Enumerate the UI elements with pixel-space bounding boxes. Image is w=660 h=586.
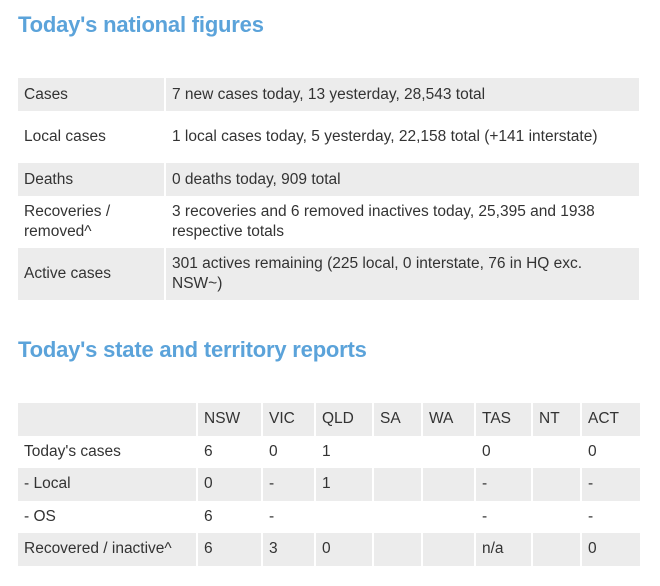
row-value: 1 local cases today, 5 yesterday, 22,158… — [165, 111, 641, 163]
cell — [532, 435, 582, 468]
cell — [532, 468, 582, 501]
table-row: Recovered / inactive^ 6 3 0 n/a 0 — [18, 533, 642, 566]
table-row: - Local 0-1- - — [18, 468, 642, 501]
row-label: Local cases — [18, 111, 166, 163]
cell — [422, 533, 476, 566]
national-figures-table: Cases 7 new cases today, 13 yesterday, 28… — [18, 78, 641, 300]
cell: - — [581, 500, 642, 533]
cell — [373, 435, 423, 468]
row-value: 301 actives remaining (225 local, 0 inte… — [165, 248, 641, 300]
cell — [373, 500, 423, 533]
cell: 0 — [197, 468, 263, 501]
row-value: 7 new cases today, 13 yesterday, 28,543 … — [165, 78, 641, 111]
table-row: Local cases 1 local cases today, 5 yester… — [18, 111, 641, 163]
row-label: - OS — [18, 500, 198, 533]
row-label: Deaths — [18, 163, 166, 196]
cell — [422, 468, 476, 501]
cell — [532, 533, 582, 566]
row-label: Cases — [18, 78, 166, 111]
cell: 0 — [581, 435, 642, 468]
state-reports-heading: Today's state and territory reports — [18, 337, 367, 362]
cell: - — [262, 500, 316, 533]
cell: 0 — [262, 435, 316, 468]
cell: - — [475, 500, 533, 533]
cell: 6 — [197, 500, 263, 533]
header-row: NSW VIC QLD SA WA TAS NT ACT — [18, 403, 642, 436]
column-header: TAS — [475, 403, 533, 436]
table-row: - OS 6- - - — [18, 500, 642, 533]
cell — [532, 500, 582, 533]
row-value: 3 recoveries and 6 removed inactives tod… — [165, 196, 641, 248]
row-label: - Local — [18, 468, 198, 501]
column-header: SA — [373, 403, 423, 436]
row-label: Active cases — [18, 248, 166, 300]
table-row: Recoveries / removed^ 3 recoveries and 6 … — [18, 196, 641, 248]
column-header: ACT — [581, 403, 642, 436]
row-label: Today's cases — [18, 435, 198, 468]
cell — [422, 435, 476, 468]
cell: 1 — [315, 435, 374, 468]
row-label: Recovered / inactive^ — [18, 533, 198, 566]
column-header: WA — [422, 403, 476, 436]
table-row: Cases 7 new cases today, 13 yesterday, 28… — [18, 78, 641, 111]
column-header — [18, 403, 198, 436]
cell: 0 — [475, 435, 533, 468]
cell: n/a — [475, 533, 533, 566]
column-header: QLD — [315, 403, 374, 436]
cell: 6 — [197, 435, 263, 468]
table-row: Deaths 0 deaths today, 909 total — [18, 163, 641, 196]
cell: 6 — [197, 533, 263, 566]
cell: - — [475, 468, 533, 501]
table-row: Today's cases 6 0 1 0 0 — [18, 435, 642, 468]
cell: 0 — [581, 533, 642, 566]
column-header: VIC — [262, 403, 316, 436]
cell: 1 — [315, 468, 374, 501]
cell — [373, 533, 423, 566]
row-label: Recoveries / removed^ — [18, 196, 166, 248]
cell: 3 — [262, 533, 316, 566]
cell: 0 — [315, 533, 374, 566]
column-header: NSW — [197, 403, 263, 436]
cell: - — [581, 468, 642, 501]
state-reports-table: NSW VIC QLD SA WA TAS NT ACT Today's cases 6 0 1 0 0-… — [18, 403, 642, 566]
cell: - — [262, 468, 316, 501]
cell — [315, 500, 374, 533]
column-header: NT — [532, 403, 582, 436]
national-figures-heading: Today's national figures — [18, 12, 264, 37]
table-row: Active cases 301 actives remaining (225 l… — [18, 248, 641, 300]
row-value: 0 deaths today, 909 total — [165, 163, 641, 196]
cell — [373, 468, 423, 501]
cell — [422, 500, 476, 533]
